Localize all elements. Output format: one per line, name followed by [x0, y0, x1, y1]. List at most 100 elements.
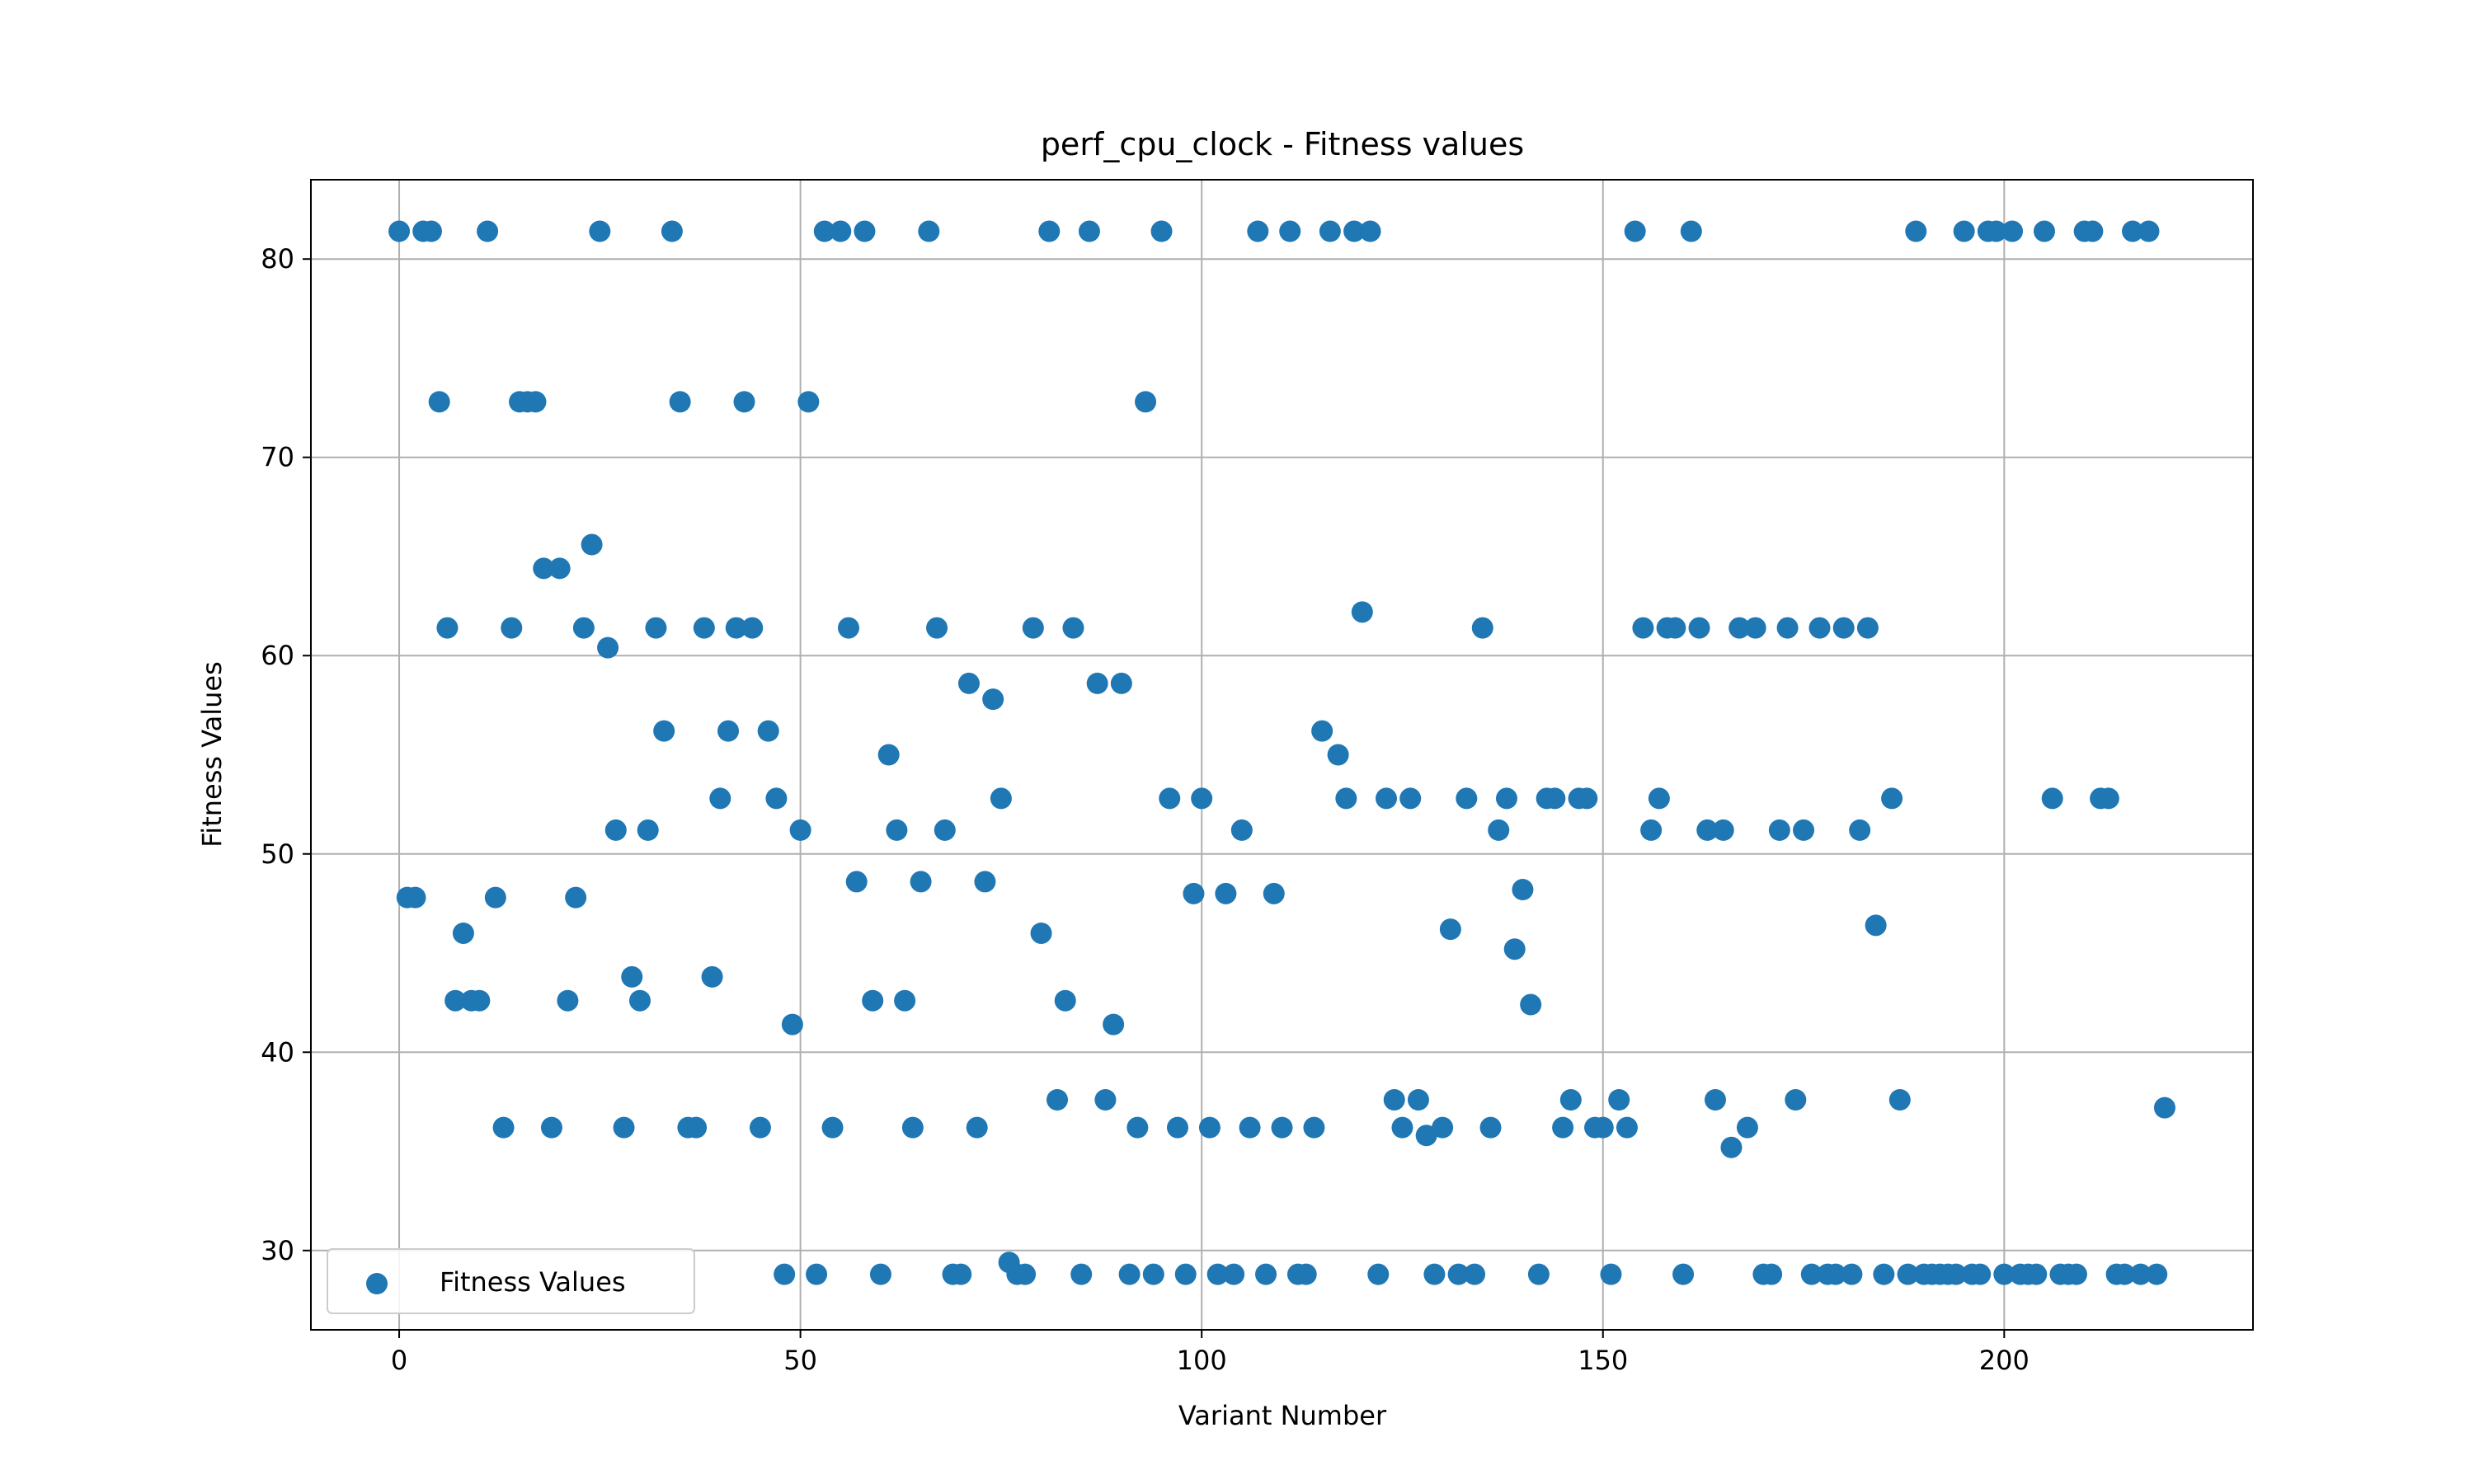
data-point [604, 819, 627, 841]
y-tick-label: 30 [261, 1235, 294, 1266]
data-point [1391, 1116, 1413, 1139]
data-point [1198, 1116, 1221, 1139]
data-point [1808, 617, 1831, 639]
data-point [1785, 1089, 1807, 1111]
data-point [806, 1263, 828, 1285]
data-point [1608, 1089, 1630, 1111]
data-point [1985, 220, 2007, 242]
data-point [524, 391, 547, 413]
data-point [781, 1013, 803, 1036]
data-point [540, 1116, 562, 1139]
data-point [1945, 1263, 1967, 1285]
data-point [572, 617, 595, 639]
data-point [830, 220, 852, 242]
data-point [661, 220, 683, 242]
data-point [1423, 1263, 1446, 1285]
data-point [1576, 787, 1598, 810]
data-point [1086, 672, 1108, 694]
data-point [1824, 1263, 1846, 1285]
data-point [693, 617, 715, 639]
data-point [1664, 617, 1686, 639]
data-point [1712, 819, 1734, 841]
y-tick-label: 60 [261, 640, 294, 671]
data-point [901, 1116, 924, 1139]
data-point [1166, 1116, 1188, 1139]
data-point [645, 617, 667, 639]
data-point [1376, 787, 1398, 810]
data-point [1319, 220, 1341, 242]
data-point [1359, 220, 1381, 242]
data-point [869, 1263, 891, 1285]
data-point [741, 617, 764, 639]
data-point [1142, 1263, 1164, 1285]
data-point [1223, 1263, 1245, 1285]
data-point [1094, 1089, 1117, 1111]
data-point [452, 922, 474, 944]
data-point [1495, 787, 1517, 810]
data-point [749, 1116, 771, 1139]
data-point [1062, 617, 1084, 639]
data-point [1030, 922, 1052, 944]
data-point [1897, 1263, 1919, 1285]
data-point [1327, 744, 1349, 766]
data-point [974, 871, 996, 893]
axis-ticks: 0 50 100 150 200 30 40 50 60 70 80 [261, 243, 2030, 1376]
data-point [862, 989, 884, 1012]
data-point [774, 1263, 796, 1285]
data-point [1993, 1263, 2015, 1285]
y-axis-label: Fitness Values [196, 661, 228, 848]
data-point [1552, 1116, 1574, 1139]
data-point [1856, 617, 1879, 639]
data-point [1303, 1116, 1325, 1139]
data-point [1559, 1089, 1582, 1111]
data-point [1135, 391, 1157, 413]
data-point [484, 886, 506, 909]
data-point [1239, 1116, 1261, 1139]
data-point [669, 391, 691, 413]
x-axis-label: Variant Number [1178, 1400, 1387, 1431]
data-point [1800, 1263, 1823, 1285]
data-point [1407, 1089, 1429, 1111]
data-point [1263, 882, 1285, 904]
data-point [910, 871, 932, 893]
data-point [2146, 1263, 2168, 1285]
data-point [501, 617, 523, 639]
data-point [1464, 1263, 1486, 1285]
data-point [1295, 1263, 1317, 1285]
data-point [1616, 1116, 1638, 1139]
data-point [2081, 220, 2104, 242]
data-point [1070, 1263, 1093, 1285]
data-point [1632, 617, 1654, 639]
data-point [589, 220, 611, 242]
y-tick-label: 40 [261, 1036, 294, 1068]
data-point [990, 787, 1012, 810]
data-point [1255, 1263, 1277, 1285]
data-point [1159, 787, 1181, 810]
data-point [1680, 220, 1702, 242]
data-point [1471, 617, 1493, 639]
data-point [557, 989, 579, 1012]
data-point [2001, 220, 2024, 242]
data-point [1520, 993, 1542, 1016]
data-point [1488, 819, 1510, 841]
data-point [877, 744, 900, 766]
legend-box [327, 1248, 695, 1314]
data-point [957, 672, 980, 694]
data-point [1672, 1263, 1695, 1285]
data-point [1729, 617, 1751, 639]
data-point [2033, 220, 2055, 242]
data-point [1054, 989, 1076, 1012]
data-point [838, 617, 860, 639]
data-point [1447, 1263, 1470, 1285]
x-tick-label: 100 [1177, 1345, 1227, 1376]
data-point [894, 989, 916, 1012]
data-point [717, 720, 740, 742]
data-point [918, 220, 940, 242]
data-point [1527, 1263, 1550, 1285]
data-point [821, 1116, 844, 1139]
data-point [1191, 787, 1213, 810]
data-point [533, 557, 555, 580]
data-point [1110, 672, 1132, 694]
